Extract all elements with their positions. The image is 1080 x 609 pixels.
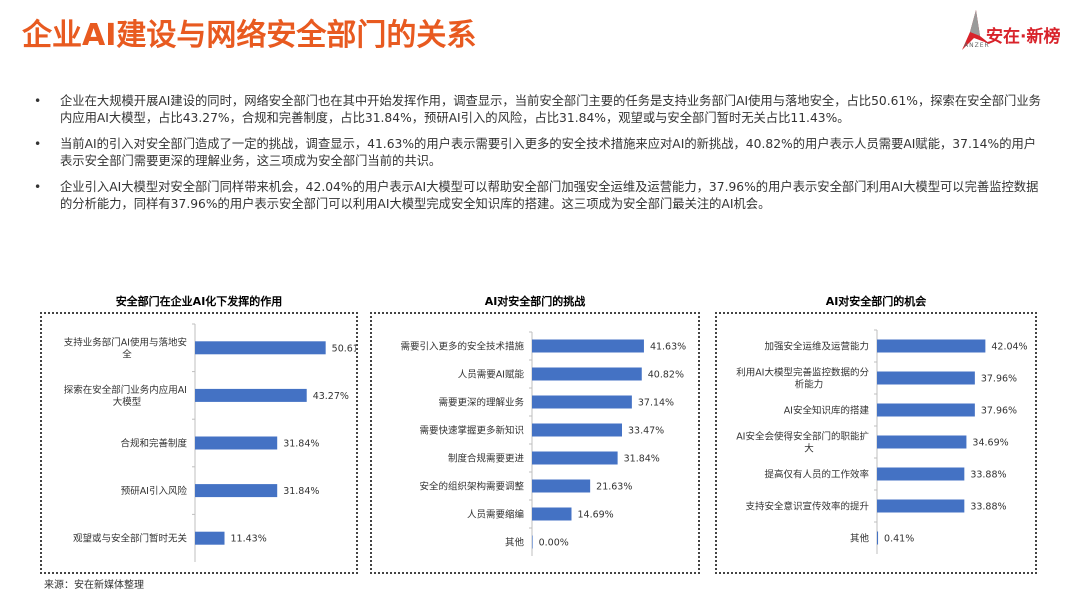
bar	[877, 339, 986, 353]
category-label: 支持安全意识宣传效率的提升	[745, 501, 869, 513]
category-label: AI安全知识库的搭建	[784, 405, 870, 417]
bar	[195, 484, 278, 498]
category-label: 安全的组织架构需要调整	[419, 481, 524, 493]
category-label: 提高仅有人员的工作效率	[764, 469, 869, 481]
chart-3-panel: 42.04% 加强安全运维及运营能力 37.96% 利用AI大模型完善监控数据的分析能…	[715, 312, 1037, 574]
data-label: 37.96%	[981, 406, 1017, 417]
bar	[532, 507, 572, 521]
bar	[532, 451, 618, 465]
data-label: 42.04%	[991, 342, 1027, 353]
brand-logo: 安在·新榜 ANZER	[960, 8, 1080, 56]
bar	[195, 388, 307, 402]
category-label: 观望或与安全部门暂时无关	[73, 533, 188, 545]
bar	[877, 499, 965, 513]
chart-2-title: AI对安全部门的挑战	[484, 295, 586, 308]
data-label: 33.88%	[970, 470, 1006, 481]
bullet-text: 企业在大规模开展AI建设的同时，网络安全部门也在其中开始发挥作用，调查显示，当前…	[60, 94, 1041, 125]
bullet-item: • 企业在大规模开展AI建设的同时，网络安全部门也在其中开始发挥作用，调查显示，…	[34, 93, 1044, 127]
data-label: 31.84%	[283, 439, 319, 450]
logo-text: 安在·新榜	[986, 27, 1061, 47]
chart-2-svg: 41.63% 需要引入更多的安全技术措施 40.82% 人员需要AI赋能 37.14% 需…	[400, 331, 686, 556]
bullet-item: • 企业引入AI大模型对安全部门同样带来机会，42.04%的用户表示AI大模型可…	[34, 179, 1044, 213]
bar	[532, 367, 642, 381]
data-label: 50.61%	[332, 343, 356, 354]
category-label: 需要引入更多的安全技术措施	[400, 341, 524, 353]
bar	[877, 435, 967, 449]
category-label: 支持业务部门AI使用与落地安全	[64, 336, 187, 360]
bullet-marker: •	[34, 137, 42, 151]
bar	[532, 423, 622, 437]
category-label: 探索在安全部门业务内应用AI 大模型	[64, 384, 187, 408]
category-label: 其他	[505, 537, 525, 549]
logo-star-icon	[962, 10, 990, 50]
data-label: 37.96%	[981, 374, 1017, 385]
bullet-text: 企业引入AI大模型对安全部门同样带来机会，42.04%的用户表示AI大模型可以帮…	[60, 180, 1039, 211]
bullet-item: • 当前AI的引入对安全部门造成了一定的挑战，调查显示，41.63%的用户表示需…	[34, 136, 1044, 170]
data-label: 40.82%	[648, 370, 684, 381]
source-note: 来源：安在新媒体整理	[44, 580, 144, 591]
category-label: 合规和完善制度	[120, 438, 187, 450]
bar	[532, 535, 533, 549]
data-label: 37.14%	[638, 398, 674, 409]
bar	[877, 403, 975, 417]
bar	[195, 531, 225, 545]
category-label: 需要更深的理解业务	[438, 397, 524, 409]
data-label: 0.00%	[539, 538, 569, 549]
data-label: 0.41%	[884, 534, 914, 545]
data-label: 31.84%	[283, 486, 319, 497]
bar	[195, 436, 278, 450]
logo-subtext: ANZER	[964, 42, 990, 49]
data-label: 41.63%	[650, 342, 686, 353]
category-label: 需要快速掌握更多新知识	[419, 425, 524, 437]
bar	[532, 395, 632, 409]
data-label: 21.63%	[596, 482, 632, 493]
chart-2-panel: 41.63% 需要引入更多的安全技术措施 40.82% 人员需要AI赋能 37.14% 需…	[370, 312, 700, 574]
bar	[877, 531, 879, 545]
chart-1-panel: 50.61% 支持业务部门AI使用与落地安全 43.27% 探索在安全部门业务内应用A…	[40, 312, 358, 574]
bar	[532, 339, 644, 353]
data-label: 14.69%	[577, 510, 613, 521]
category-label: 加强安全运维及运营能力	[764, 341, 869, 353]
chart-3-svg: 42.04% 加强安全运维及运营能力 37.96% 利用AI大模型完善监控数据的分析能…	[736, 329, 1028, 554]
data-label: 33.88%	[970, 502, 1006, 513]
page-title: 企业AI建设与网络安全部门的关系	[22, 18, 477, 53]
chart-1-title: 安全部门在企业AI化下发挥的作用	[115, 295, 283, 308]
category-label: 制度合规需要更进	[448, 453, 525, 465]
bar	[532, 479, 591, 493]
category-label: 利用AI大模型完善监控数据的分析能力	[736, 367, 869, 391]
data-label: 11.43%	[231, 534, 267, 545]
data-label: 34.69%	[972, 438, 1008, 449]
category-label: 人员需要缩编	[467, 509, 524, 521]
category-label: 其他	[850, 533, 870, 545]
chart-3-title: AI对安全部门的机会	[825, 295, 927, 308]
data-label: 43.27%	[313, 391, 349, 402]
data-label: 33.47%	[628, 426, 664, 437]
summary-bullets: • 企业在大规模开展AI建设的同时，网络安全部门也在其中开始发挥作用，调查显示，…	[34, 93, 1044, 222]
category-label: 人员需要AI赋能	[458, 369, 525, 381]
category-label: AI安全会使得安全部门的职能扩大	[736, 431, 869, 455]
bar	[877, 467, 965, 481]
bar	[195, 341, 326, 355]
bar	[877, 371, 975, 385]
category-label: 预研AI引入风险	[121, 485, 188, 497]
chart-1-svg: 50.61% 支持业务部门AI使用与落地安全 43.27% 探索在安全部门业务内应用A…	[64, 323, 356, 562]
data-label: 31.84%	[624, 454, 660, 465]
bullet-marker: •	[34, 94, 42, 108]
bullet-marker: •	[34, 180, 42, 194]
bullet-text: 当前AI的引入对安全部门造成了一定的挑战，调查显示，41.63%的用户表示需要引…	[60, 137, 1037, 168]
